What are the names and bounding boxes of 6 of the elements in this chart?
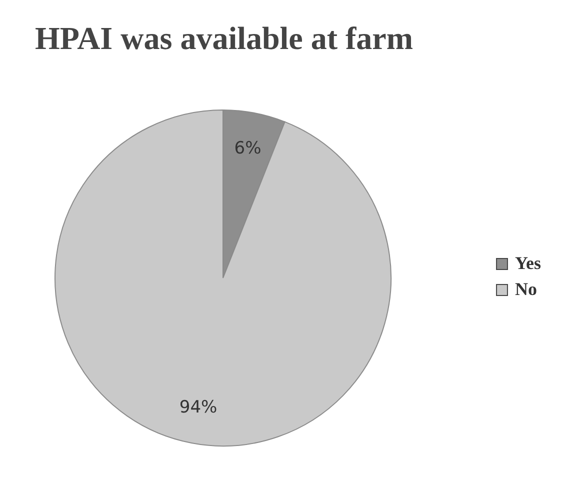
data-label: 94% bbox=[179, 398, 218, 418]
data-label: 6% bbox=[234, 138, 262, 158]
legend-label: Yes bbox=[515, 253, 541, 273]
pie-slice bbox=[54, 110, 392, 446]
legend-label: No bbox=[515, 279, 537, 299]
chart-title: HPAI was available at farm bbox=[35, 20, 414, 56]
